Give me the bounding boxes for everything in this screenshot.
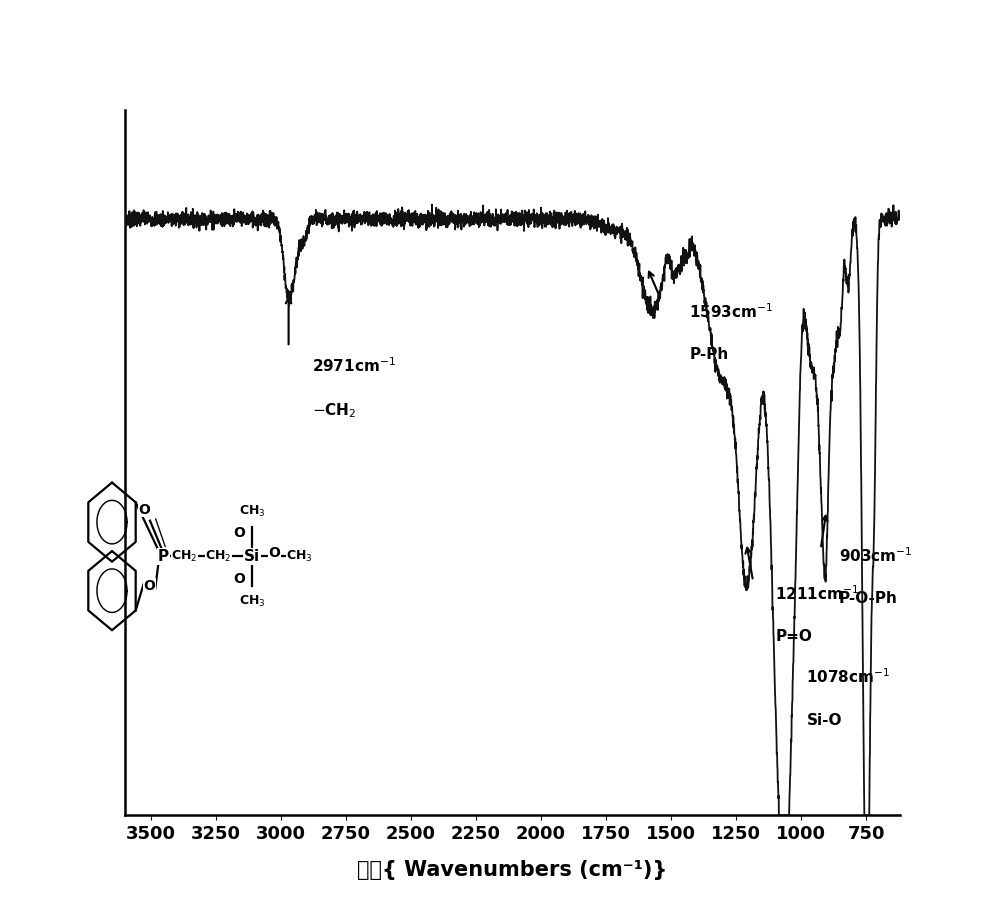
Text: 1593cm$^{-1}$: 1593cm$^{-1}$ [689,302,774,321]
Text: P=O: P=O [775,629,812,644]
Text: CH$_3$: CH$_3$ [239,594,265,609]
X-axis label: 波数{ Wavenumbers (cm⁻¹)}: 波数{ Wavenumbers (cm⁻¹)} [357,859,668,879]
Text: Si: Si [244,549,260,564]
Text: 1211cm$^{-1}$: 1211cm$^{-1}$ [775,584,859,603]
Text: 2971cm$^{-1}$: 2971cm$^{-1}$ [312,356,396,376]
Text: CH$_2$: CH$_2$ [205,549,232,564]
Text: CH$_3$: CH$_3$ [239,504,265,519]
Text: O: O [234,572,246,586]
Text: CH$_2$: CH$_2$ [171,549,197,564]
Text: O: O [138,503,150,517]
Text: P-Ph: P-Ph [689,347,729,362]
Text: 903cm$^{-1}$: 903cm$^{-1}$ [839,546,912,564]
Text: $-$CH$_2$: $-$CH$_2$ [312,401,357,420]
Text: O: O [144,579,155,594]
Text: O: O [234,527,246,540]
Text: P: P [158,549,169,564]
Text: P-O-Ph: P-O-Ph [839,591,898,605]
Text: CH$_3$: CH$_3$ [286,549,313,564]
Text: O: O [269,546,281,560]
Text: 1078cm$^{-1}$: 1078cm$^{-1}$ [806,668,891,686]
Text: Si-O: Si-O [806,713,842,727]
